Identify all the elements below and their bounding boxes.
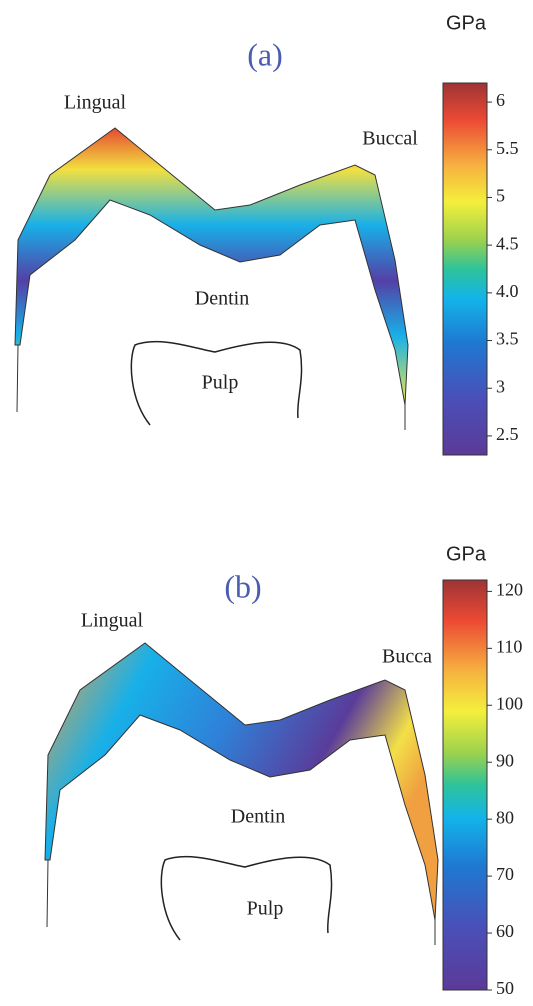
colorbar-tick-label: 2.5 — [496, 424, 519, 444]
colorbar-tick-label: 4.0 — [496, 281, 519, 301]
colorbar-unit: GPa — [446, 543, 487, 565]
tooth-map — [44, 642, 439, 945]
colorbar — [442, 579, 488, 991]
colorbar-tick-label: 90 — [496, 750, 514, 770]
colorbar-tick-label: 120 — [496, 580, 523, 600]
colorbar-tick-label: 5 — [496, 186, 505, 206]
colorbar-tick-label: 6 — [496, 90, 505, 110]
lingual-label: Lingual — [81, 610, 144, 632]
colorbar-tick-label: 3 — [496, 376, 505, 396]
colorbar — [442, 82, 488, 456]
panel-label: (b) — [224, 568, 261, 604]
pulp-label: Pulp — [247, 898, 284, 920]
dentin-label: Dentin — [195, 288, 249, 310]
buccal-label: Bucca — [382, 646, 432, 668]
panel-label: (a) — [247, 36, 283, 72]
colorbar-tick-label: 100 — [496, 693, 523, 713]
colorbar-tick-label: 50 — [496, 978, 514, 998]
buccal-label: Buccal — [362, 128, 418, 150]
pulp-label: Pulp — [202, 372, 239, 394]
colorbar-tick-label: 70 — [496, 864, 514, 884]
colorbar-tick-label: 5.5 — [496, 138, 519, 158]
colorbar-tick-label: 80 — [496, 807, 514, 827]
dentin-label: Dentin — [231, 806, 285, 828]
colorbar-tick-label: 60 — [496, 921, 514, 941]
lingual-label: Lingual — [64, 92, 127, 114]
colorbar-unit: GPa — [446, 12, 487, 34]
colorbar-tick-label: 4.5 — [496, 233, 519, 253]
tooth-map — [14, 127, 409, 430]
colorbar-tick-label: 110 — [496, 636, 522, 656]
colorbar-tick-label: 3.5 — [496, 329, 519, 349]
